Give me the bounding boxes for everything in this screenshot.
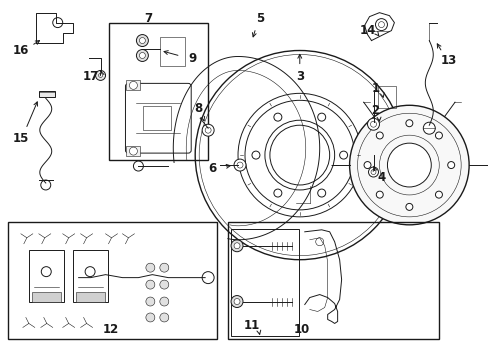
Circle shape — [375, 19, 386, 31]
Text: 13: 13 — [440, 54, 456, 67]
Circle shape — [273, 113, 281, 121]
Text: 10: 10 — [293, 323, 309, 336]
Circle shape — [145, 313, 155, 322]
Bar — [39, 91, 55, 97]
Circle shape — [405, 120, 412, 127]
Text: 3: 3 — [295, 70, 303, 83]
Bar — [143, 106, 171, 130]
Circle shape — [160, 297, 168, 306]
Circle shape — [435, 191, 442, 198]
Circle shape — [386, 143, 430, 187]
Circle shape — [41, 267, 51, 276]
Circle shape — [376, 191, 383, 198]
Circle shape — [447, 162, 454, 168]
Text: 4: 4 — [377, 171, 385, 184]
Circle shape — [234, 298, 240, 305]
Bar — [108, 23, 208, 160]
Text: 6: 6 — [207, 162, 216, 175]
Circle shape — [230, 240, 243, 252]
Circle shape — [53, 18, 62, 28]
Circle shape — [139, 37, 145, 44]
Text: 15: 15 — [13, 132, 29, 145]
Circle shape — [423, 122, 434, 134]
Text: 16: 16 — [13, 44, 29, 57]
Circle shape — [145, 280, 155, 289]
Bar — [76, 292, 104, 302]
Circle shape — [99, 73, 102, 77]
Text: 14: 14 — [359, 24, 375, 37]
Bar — [32, 292, 61, 302]
Bar — [126, 80, 140, 90]
Circle shape — [315, 238, 323, 246]
Circle shape — [273, 189, 281, 197]
Circle shape — [370, 121, 376, 127]
Text: 5: 5 — [255, 12, 264, 25]
Circle shape — [237, 162, 243, 168]
Text: 7: 7 — [144, 12, 152, 25]
Circle shape — [317, 113, 325, 121]
Text: 11: 11 — [244, 319, 260, 332]
Circle shape — [251, 151, 260, 159]
Circle shape — [367, 118, 379, 130]
Circle shape — [139, 53, 145, 58]
Circle shape — [230, 296, 243, 307]
Bar — [378, 86, 396, 108]
Circle shape — [133, 161, 143, 171]
Bar — [8, 222, 217, 339]
Text: 1: 1 — [371, 82, 379, 95]
Circle shape — [202, 272, 214, 284]
Bar — [230, 229, 298, 336]
Circle shape — [160, 313, 168, 322]
Circle shape — [160, 280, 168, 289]
Text: 9: 9 — [188, 52, 196, 65]
Circle shape — [145, 263, 155, 272]
Circle shape — [370, 170, 375, 175]
Bar — [227, 222, 438, 339]
Circle shape — [435, 132, 442, 139]
Circle shape — [349, 105, 468, 225]
Circle shape — [41, 180, 51, 190]
Circle shape — [160, 263, 168, 272]
Circle shape — [234, 159, 245, 171]
Text: 17: 17 — [82, 70, 99, 83]
Circle shape — [339, 151, 347, 159]
Text: 12: 12 — [102, 323, 119, 336]
Circle shape — [376, 132, 383, 139]
Bar — [160, 37, 185, 67]
Circle shape — [95, 71, 105, 80]
Circle shape — [85, 267, 95, 276]
Circle shape — [378, 22, 384, 28]
Circle shape — [363, 162, 370, 168]
Circle shape — [368, 167, 378, 177]
Circle shape — [129, 81, 137, 89]
Circle shape — [136, 50, 148, 62]
Bar — [126, 146, 140, 156]
Circle shape — [205, 127, 211, 133]
Circle shape — [405, 203, 412, 210]
Bar — [29, 250, 63, 302]
Text: 8: 8 — [194, 102, 202, 115]
Text: 2: 2 — [371, 104, 379, 117]
Circle shape — [234, 243, 240, 249]
Circle shape — [317, 189, 325, 197]
Circle shape — [145, 297, 155, 306]
Circle shape — [202, 124, 214, 136]
Bar — [73, 250, 107, 302]
Circle shape — [129, 147, 137, 155]
Circle shape — [136, 35, 148, 46]
